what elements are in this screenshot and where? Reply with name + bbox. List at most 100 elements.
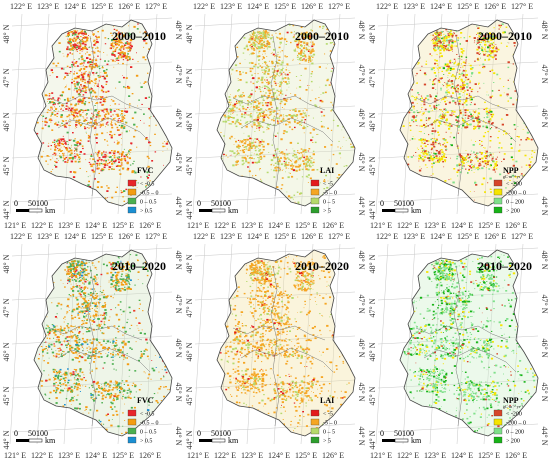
county-boundary-0	[57, 117, 151, 143]
right-tick-label: 48° N	[540, 251, 549, 270]
legend-item-label: 0 – 5	[323, 430, 335, 436]
bottom-tick-label: 124° E	[451, 451, 473, 460]
top-tick-label: 122° E	[10, 2, 32, 11]
county-boundary-2	[453, 35, 463, 197]
top-tick-label: 122° E	[10, 232, 32, 241]
county-boundary-1	[415, 325, 509, 341]
left-tick-label: 46° N	[2, 342, 11, 361]
legend-item-label: > 0.5	[140, 439, 152, 445]
left-tick-label: 45° N	[185, 156, 194, 175]
legend-item-label: < -200	[506, 182, 522, 188]
map-panel-lai-2000-2010: 122° E 123° E 124° E 125° E 126° E 127° E 121°…	[183, 0, 366, 230]
right-tick-label: 45° N	[540, 383, 549, 402]
right-tick-label: 44° N	[540, 427, 549, 446]
legend-swatch	[493, 436, 503, 444]
map-panel-lai-2010-2020: 122° E 123° E 124° E 125° E 126° E 127° E 121°…	[183, 230, 366, 460]
left-tick-label: 44° N	[185, 430, 194, 449]
change-pixels	[220, 24, 355, 205]
bottom-tick-label: 124° E	[85, 221, 107, 230]
bottom-tick-label: 126° E	[139, 451, 161, 460]
scale-unit: km	[228, 206, 239, 215]
study-region	[34, 250, 172, 436]
county-boundary-0	[57, 347, 151, 373]
top-tick-label: 122° E	[193, 2, 215, 11]
bottom-tick-label: 126° E	[505, 451, 527, 460]
right-tick-label: 48° N	[540, 21, 549, 40]
right-tick-label: 47° N	[540, 295, 549, 314]
county-boundary-1	[232, 95, 326, 111]
bottom-tick-label: 123° E	[58, 221, 80, 230]
county-boundary-2	[87, 265, 97, 427]
top-tick-label: 124° E	[64, 2, 86, 11]
left-tick-label: 47° N	[368, 68, 377, 87]
top-tick-label: 127° E	[328, 232, 350, 241]
right-tick-label: 48° N	[357, 21, 366, 40]
bottom-tick-label: 126° E	[322, 451, 344, 460]
top-tick-label: 125° E	[457, 2, 479, 11]
county-boundary-2	[270, 265, 280, 427]
top-tick-label: 123° E	[37, 232, 59, 241]
right-tick-label: 48° N	[357, 251, 366, 270]
region-boundary	[33, 19, 173, 207]
legend-swatch	[127, 206, 137, 214]
map-svg: 122° E 123° E 124° E 125° E 126° E 127° E 121°…	[368, 2, 549, 230]
scale-label: 100	[219, 199, 231, 208]
legend-swatch	[493, 188, 503, 196]
scale-segment-light	[28, 438, 43, 443]
right-tick-label: 44° N	[174, 197, 183, 216]
scale-label: 100	[402, 429, 414, 438]
scale-segment-light	[394, 208, 409, 213]
left-tick-label: 47° N	[2, 68, 11, 87]
scale-label: 0	[197, 199, 201, 208]
panel-title: 2000–2010	[295, 29, 349, 43]
map-panel-fvc-2000-2010: 122° E 123° E 124° E 125° E 126° E 127° E 121°…	[0, 0, 183, 230]
top-tick-label: 123° E	[220, 2, 242, 11]
scale-label: 50	[211, 199, 219, 208]
left-tick-label: 46° N	[185, 342, 194, 361]
bottom-tick-label: 124° E	[85, 451, 107, 460]
legend-swatch	[310, 206, 320, 214]
bottom-tick-label: 122° E	[31, 221, 53, 230]
map-svg: 122° E 123° E 124° E 125° E 126° E 127° E 121°…	[2, 2, 183, 230]
bottom-tick-label: 126° E	[322, 221, 344, 230]
right-tick-label: 45° N	[174, 153, 183, 172]
top-tick-label: 127° E	[328, 2, 350, 11]
left-tick-label: 44° N	[185, 200, 194, 219]
right-tick-label: 47° N	[357, 65, 366, 84]
left-tick-label: 44° N	[2, 200, 11, 219]
right-tick-label: 45° N	[174, 383, 183, 402]
legend-title: LAI	[320, 166, 334, 175]
county-boundary-0	[423, 347, 517, 373]
scale-label: 100	[219, 429, 231, 438]
left-tick-label: 45° N	[368, 156, 377, 175]
scale-label: 50	[211, 429, 219, 438]
bottom-tick-label: 126° E	[139, 221, 161, 230]
county-boundary-1	[49, 95, 143, 111]
legend-item-label: < -5	[323, 412, 333, 418]
scale-segment-dark	[199, 439, 212, 442]
top-tick-label: 122° E	[376, 232, 398, 241]
right-tick-label: 45° N	[540, 153, 549, 172]
left-tick-label: 44° N	[368, 200, 377, 219]
region-boundary	[33, 249, 173, 437]
scale-segment-dark	[382, 209, 395, 212]
right-tick-label: 46° N	[357, 109, 366, 128]
panel-title: 2000–2010	[478, 29, 532, 43]
scale-label: 0	[380, 429, 384, 438]
right-tick-label: 46° N	[174, 109, 183, 128]
bottom-tick-label: 125° E	[295, 221, 317, 230]
left-tick-label: 46° N	[2, 112, 11, 131]
scale-label: 100	[402, 199, 414, 208]
right-tick-label: 48° N	[174, 251, 183, 270]
left-tick-label: 48° N	[368, 24, 377, 43]
top-tick-label: 126° E	[301, 2, 323, 11]
panel-title: 2010–2020	[112, 259, 166, 273]
right-tick-label: 48° N	[174, 21, 183, 40]
right-tick-label: 47° N	[540, 65, 549, 84]
scale-label: 100	[36, 429, 48, 438]
left-tick-label: 45° N	[185, 386, 194, 405]
